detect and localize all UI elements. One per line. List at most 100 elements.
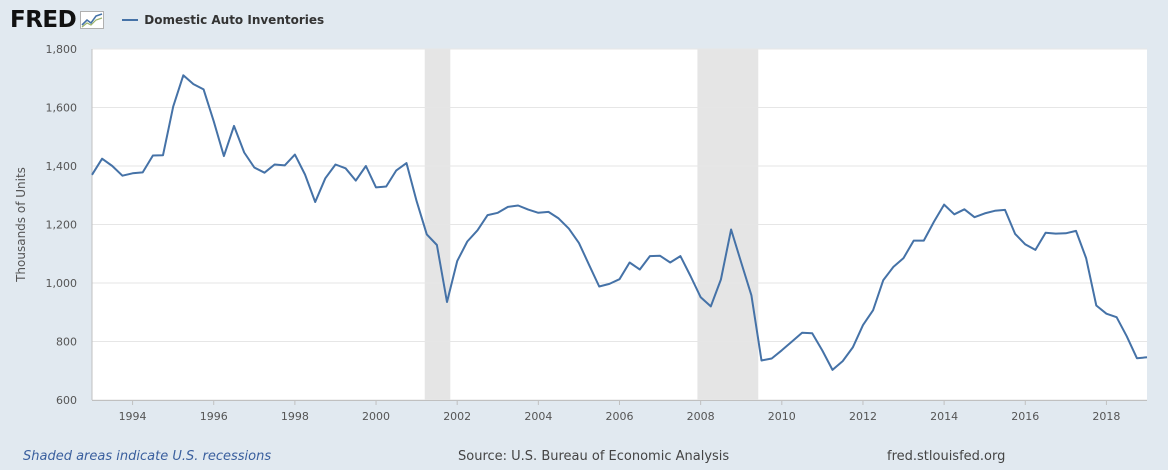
data-point: [942, 203, 946, 207]
data-point: [283, 163, 287, 167]
data-point: [902, 256, 906, 260]
data-point: [171, 105, 175, 109]
data-point: [587, 263, 591, 267]
data-point: [476, 228, 480, 232]
data-point: [1013, 232, 1017, 236]
chart-header: FRED Domestic Auto Inventories: [10, 6, 324, 34]
legend[interactable]: Domestic Auto Inventories: [122, 13, 324, 27]
data-point: [831, 368, 835, 372]
data-point: [1135, 356, 1139, 360]
data-point: [719, 278, 723, 282]
data-point: [881, 278, 885, 282]
data-point: [151, 154, 155, 158]
data-point: [141, 170, 145, 174]
x-tick-label: 2018: [1092, 410, 1120, 423]
data-point: [313, 200, 317, 204]
x-tick-label: 2014: [930, 410, 958, 423]
data-point: [100, 157, 104, 161]
data-point: [851, 345, 855, 349]
x-tick-label: 2012: [849, 410, 877, 423]
data-point: [161, 153, 165, 157]
data-point: [577, 241, 581, 245]
data-point: [1104, 312, 1108, 316]
data-point: [526, 208, 530, 212]
data-point: [323, 176, 327, 180]
data-point: [354, 179, 358, 183]
line-chart: 600 800 1,000 1,200 1,400 1,600 1,800 1994 1996…: [14, 43, 1148, 423]
data-point: [922, 239, 926, 243]
data-point: [191, 82, 195, 86]
data-point: [131, 171, 135, 175]
data-point: [252, 166, 256, 170]
x-tick-label: 2002: [443, 410, 471, 423]
data-point: [932, 220, 936, 224]
data-point: [1003, 208, 1007, 212]
data-point: [222, 154, 226, 158]
y-tick-label: 1,800: [46, 43, 78, 56]
data-point: [760, 359, 764, 363]
grid-lines: [92, 48, 1147, 401]
data-point: [820, 349, 824, 353]
data-point: [891, 265, 895, 269]
data-point: [871, 308, 875, 312]
fred-logo[interactable]: FRED: [10, 7, 77, 33]
data-point: [303, 173, 307, 177]
data-point: [607, 282, 611, 286]
series-layer: [90, 74, 1148, 372]
data-point: [465, 240, 469, 244]
data-point: [699, 295, 703, 299]
y-tick-label: 1,400: [46, 160, 78, 173]
data-point: [435, 243, 439, 247]
data-point: [597, 285, 601, 289]
data-point: [628, 261, 632, 265]
source-note: Source: U.S. Bureau of Economic Analysis: [458, 449, 730, 464]
data-point: [90, 173, 94, 177]
data-point: [415, 199, 419, 203]
chart-line-icon: [80, 11, 105, 29]
data-point: [1044, 231, 1048, 235]
data-point: [242, 151, 246, 155]
data-point: [516, 204, 520, 208]
data-point: [263, 171, 267, 175]
data-point: [668, 261, 672, 265]
data-point: [273, 163, 277, 167]
data-point: [648, 254, 652, 258]
data-point: [912, 239, 916, 243]
data-point: [962, 207, 966, 211]
data-point: [983, 211, 987, 215]
data-point: [689, 274, 693, 278]
data-point: [557, 216, 561, 220]
data-point: [1094, 304, 1098, 308]
data-point: [790, 340, 794, 344]
data-point: [364, 164, 368, 168]
data-point: [678, 254, 682, 258]
x-axis: 1994 1996 1998 2000 2002 2004 2006 2008 2010 2012…: [92, 400, 1147, 423]
data-point: [709, 304, 713, 308]
data-point: [861, 323, 865, 327]
y-tick-label: 800: [56, 336, 77, 349]
data-point: [445, 300, 449, 304]
legend-series-label[interactable]: Domestic Auto Inventories: [144, 13, 325, 27]
data-point: [1054, 232, 1058, 236]
data-point: [993, 209, 997, 213]
x-tick-label: 2016: [1011, 410, 1039, 423]
site-link[interactable]: fred.stlouisfed.org: [887, 449, 1006, 464]
data-point: [1033, 248, 1037, 252]
data-point: [739, 261, 743, 265]
data-point: [618, 277, 622, 281]
data-point: [1074, 229, 1078, 233]
data-point: [120, 174, 124, 178]
data-point: [638, 268, 642, 272]
data-point: [374, 185, 378, 189]
x-tick-label: 1994: [119, 410, 147, 423]
data-point: [425, 232, 429, 236]
series-line: [91, 74, 1148, 371]
y-tick-label: 1,200: [46, 219, 78, 232]
data-point: [1023, 242, 1027, 246]
data-point: [384, 185, 388, 189]
data-point: [1125, 334, 1129, 338]
data-point: [1084, 256, 1088, 260]
recessions-note[interactable]: Shaded areas indicate U.S. recessions: [23, 449, 272, 464]
data-point: [770, 357, 774, 361]
data-point: [567, 227, 571, 231]
